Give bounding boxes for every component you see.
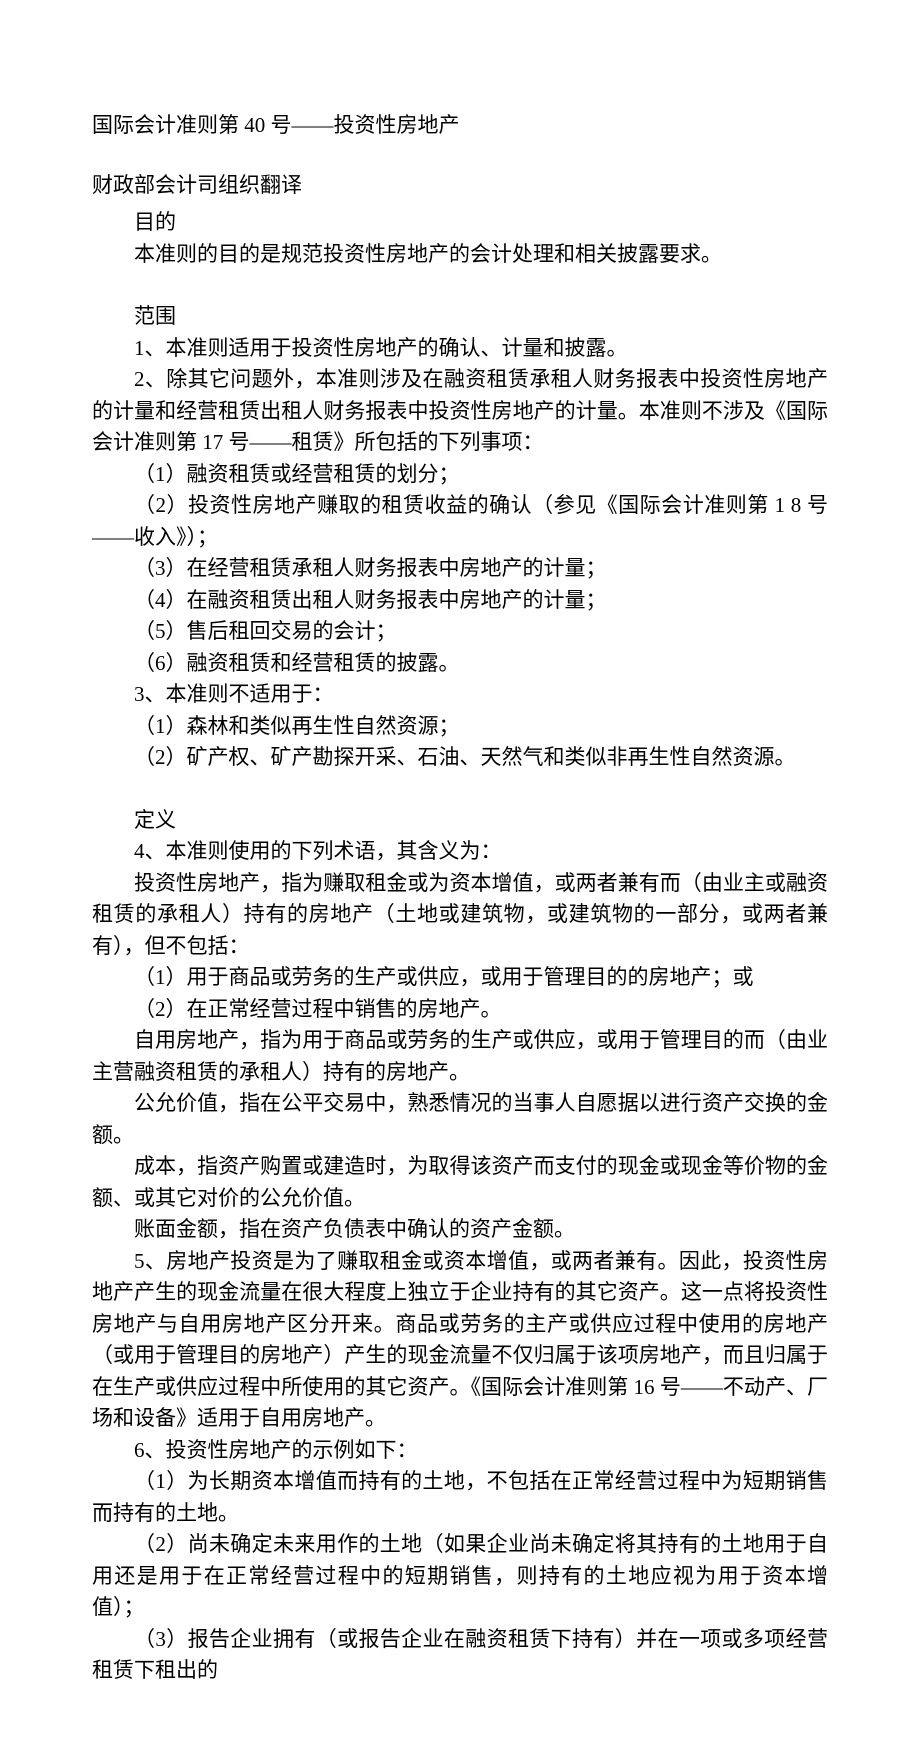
body-text: （2）投资性房地产赚取的租赁收益的确认（参见《国际会计准则第 1 8 号——收入… bbox=[92, 490, 828, 553]
body-text: （4）在融资租赁出租人财务报表中房地产的计量； bbox=[92, 585, 828, 617]
body-text: （1）为长期资本增值而持有的土地，不包括在正常经营过程中为短期销售而持有的土地。 bbox=[92, 1466, 828, 1529]
body-text: （3）在经营租赁承租人财务报表中房地产的计量； bbox=[92, 553, 828, 585]
section-heading-definitions: 定义 bbox=[92, 805, 828, 837]
body-text: （1）用于商品或劳务的生产或供应，或用于管理目的的房地产；或 bbox=[92, 962, 828, 994]
section-heading-purpose: 目的 bbox=[92, 207, 828, 239]
body-text: （5）售后租回交易的会计； bbox=[92, 616, 828, 648]
body-text: 3、本准则不适用于： bbox=[92, 679, 828, 711]
body-text: （2）在正常经营过程中销售的房地产。 bbox=[92, 994, 828, 1026]
spacer bbox=[92, 270, 828, 301]
body-text: （6）融资租赁和经营租赁的披露。 bbox=[92, 648, 828, 680]
body-text: 4、本准则使用的下列术语，其含义为： bbox=[92, 836, 828, 868]
body-text: （3）报告企业拥有（或报告企业在融资租赁下持有）并在一项或多项经营租赁下租出的 bbox=[92, 1624, 828, 1687]
body-text: （2）矿产权、矿产勘探开采、石油、天然气和类似非再生性自然资源。 bbox=[92, 742, 828, 774]
body-text: （2）尚未确定未来用作的土地（如果企业尚未确定将其持有的土地用于自用还是用于在正… bbox=[92, 1529, 828, 1624]
body-text: 1、本准则适用于投资性房地产的确认、计量和披露。 bbox=[92, 333, 828, 365]
document-subtitle: 财政部会计司组织翻译 bbox=[92, 170, 828, 202]
body-text: 账面金额，指在资产负债表中确认的资产金额。 bbox=[92, 1214, 828, 1246]
section-heading-scope: 范围 bbox=[92, 301, 828, 333]
body-text: 6、投资性房地产的示例如下： bbox=[92, 1435, 828, 1467]
body-text: 2、除其它问题外，本准则涉及在融资租赁承租人财务报表中投资性房地产的计量和经营租… bbox=[92, 364, 828, 459]
spacer bbox=[92, 774, 828, 805]
body-text: （1）森林和类似再生性自然资源； bbox=[92, 711, 828, 743]
body-text: 投资性房地产，指为赚取租金或为资本增值，或两者兼有而（由业主或融资租赁的承租人）… bbox=[92, 868, 828, 963]
document-title: 国际会计准则第 40 号——投资性房地产 bbox=[92, 110, 828, 142]
body-text: 公允价值，指在公平交易中，熟悉情况的当事人自愿据以进行资产交换的金额。 bbox=[92, 1088, 828, 1151]
body-text: 本准则的目的是规范投资性房地产的会计处理和相关披露要求。 bbox=[92, 239, 828, 271]
body-text: 成本，指资产购置或建造时，为取得该资产而支付的现金或现金等价物的金额、或其它对价… bbox=[92, 1151, 828, 1214]
document-page: 国际会计准则第 40 号——投资性房地产 财政部会计司组织翻译 目的 本准则的目… bbox=[0, 0, 920, 1747]
body-text: 5、房地产投资是为了赚取租金或资本增值，或两者兼有。因此，投资性房地产产生的现金… bbox=[92, 1246, 828, 1435]
body-text: （1）融资租赁或经营租赁的划分； bbox=[92, 459, 828, 491]
body-text: 自用房地产，指为用于商品或劳务的生产或供应，或用于管理目的而（由业主营融资租赁的… bbox=[92, 1025, 828, 1088]
